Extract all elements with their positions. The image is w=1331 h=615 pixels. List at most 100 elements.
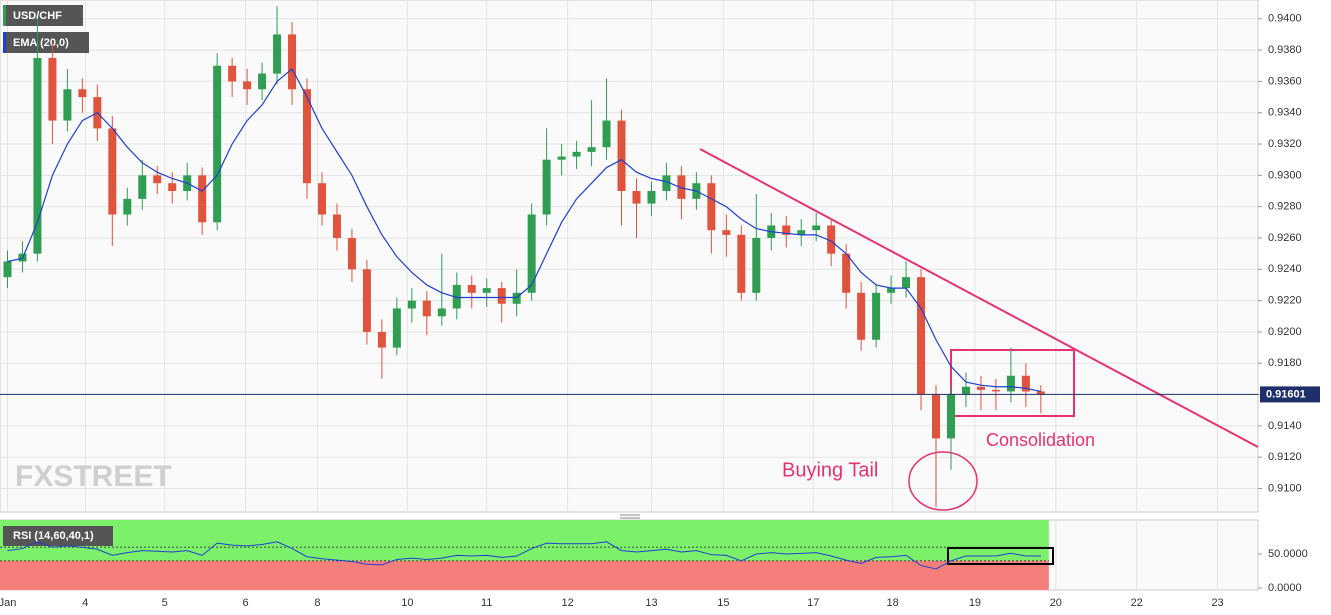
consolidation-box [950,349,1075,417]
x-tick-label: 22 [1131,597,1143,609]
y-tick-label: 0.9240 [1268,263,1302,275]
x-tick-label: 8 [314,597,320,609]
candle-body [976,386,985,390]
candle-body [632,191,641,204]
candle-body [617,120,626,192]
candle-body [887,288,896,293]
x-tick-label: 15 [717,597,729,609]
y-tick-label: 0.9260 [1268,232,1302,244]
rsi-upper-zone [0,520,1049,561]
candle-body [961,386,970,395]
legend-box [3,526,113,546]
candle-body [932,394,941,439]
candle-body [392,308,401,348]
rsi-tick-label: 50.0000 [1268,548,1308,560]
candle-body [317,183,326,215]
candle-body [722,230,731,235]
x-tick-label: 5 [162,597,168,609]
rsi-line [7,541,1041,570]
candle-body [587,147,596,152]
y-tick-label: 0.9300 [1268,169,1302,181]
y-tick-label: 0.9140 [1268,420,1302,432]
candle-body [572,151,581,157]
candle-body [737,234,746,293]
candle-body [797,230,806,235]
candle-body [347,237,356,270]
rsi-tick-label: 0.0000 [1268,582,1302,594]
candle-body [467,284,476,293]
candle-body [3,261,12,278]
x-tick-label: 19 [969,597,981,609]
candle-body [946,394,955,439]
y-tick-label: 0.9180 [1268,357,1302,369]
candle-body [422,300,431,317]
y-tick-label: 0.9340 [1268,107,1302,119]
legend-rsi: RSI (14,60,40,1) [13,530,94,542]
candle-body [452,284,461,309]
candle-body [842,253,851,293]
ema-line [7,67,1041,393]
candle-body [63,89,72,121]
candle-body [482,288,491,293]
candle-body [377,331,386,348]
y-tick-label: 0.9280 [1268,201,1302,213]
last-price-label: 0.91601 [1266,388,1306,400]
candle-body [497,288,506,304]
candle-body [677,175,686,199]
candle-body [557,156,566,160]
watermark: FXSTREET [15,460,172,493]
x-tick-label: 10 [401,597,413,609]
candle-body [917,277,926,395]
candle-body [1006,375,1015,392]
main-pane [0,0,1259,513]
y-tick-label: 0.9120 [1268,451,1302,463]
y-tick-label: 0.9200 [1268,326,1302,338]
candle-body [288,34,297,90]
legend-title: USD/CHF [13,10,62,22]
candle-body [228,65,237,82]
candle-body [527,214,536,293]
candle-body [827,225,836,254]
annotation: Consolidation [986,430,1095,450]
candle-body [782,225,791,235]
y-tick-label: 0.9360 [1268,75,1302,87]
candle-body [872,292,881,340]
x-tick-label: 13 [645,597,657,609]
rsi-box [947,547,1054,565]
candle-body [138,175,147,199]
x-tick-label: Jan [0,597,16,609]
candle-body [902,277,911,289]
candle-body [168,183,177,192]
trendline [699,148,1259,448]
candle-body [1036,391,1045,395]
x-tick-label: 20 [1050,597,1062,609]
candle-body [123,198,132,215]
candle-body [332,214,341,238]
legend-box [3,32,89,53]
legend-swatch [3,5,6,26]
candle-body [662,175,671,192]
candle-body [78,89,87,98]
candle-body [812,225,821,231]
x-tick-label: 17 [807,597,819,609]
candle-body [198,175,207,223]
y-tick-label: 0.9400 [1268,13,1302,25]
candle-body [213,65,222,223]
candle-body [602,120,611,148]
candle-body [48,57,57,121]
legend-ema: EMA (20,0) [13,37,69,49]
candle-body [258,73,267,90]
candle-body [407,300,416,309]
x-tick-label: 6 [243,597,249,609]
tail-circle [908,451,978,511]
annotation: Buying Tail [782,459,878,481]
candle-body [153,175,162,184]
candle-body [542,159,551,215]
y-tick-label: 0.9220 [1268,295,1302,307]
candle-body [707,183,716,231]
y-tick-label: 0.9320 [1268,138,1302,150]
candle-body [303,89,312,184]
candle-body [991,389,1000,392]
